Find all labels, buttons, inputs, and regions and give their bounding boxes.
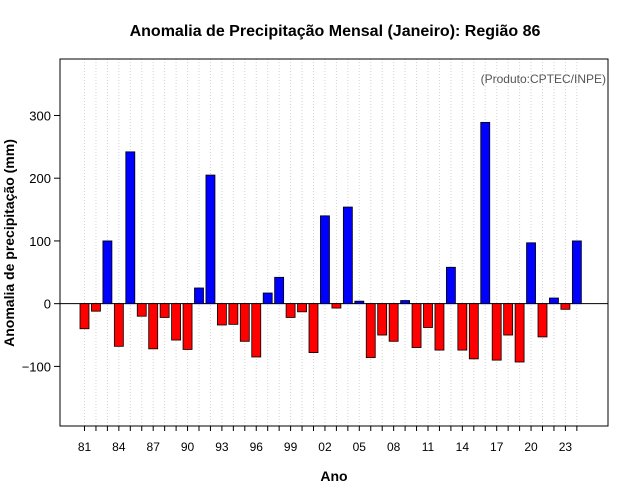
bar-10 [411, 303, 422, 348]
x-tick-label: 84 [112, 440, 126, 454]
bar-12 [434, 303, 445, 351]
y-tick-label: −100 [22, 359, 51, 374]
bar-17 [491, 303, 502, 361]
bar-93 [216, 303, 227, 326]
x-tick-label: 11 [422, 440, 435, 454]
bars [79, 121, 582, 363]
bar-99 [285, 303, 296, 318]
bar-97 [262, 292, 273, 305]
bar-16 [480, 121, 491, 305]
x-tick-label: 20 [524, 440, 538, 454]
bar-00 [297, 303, 307, 313]
x-axis-label: Ano [320, 468, 347, 484]
x-axis: 81 84 87 90 93 96 99 02 05 08 11 14 17 20 23 [78, 426, 578, 454]
bar-88 [159, 303, 170, 318]
x-tick-label: 23 [559, 440, 573, 454]
bar-05 [354, 300, 365, 305]
x-tick-label: 93 [215, 440, 229, 454]
x-tick-label: 96 [250, 440, 264, 454]
y-tick-label: 100 [29, 234, 51, 249]
y-tick-label: 0 [44, 297, 51, 312]
x-tick-label: 87 [147, 440, 161, 454]
bar-23 [560, 303, 571, 310]
bar-96 [251, 303, 262, 358]
bar-87 [148, 303, 159, 350]
bar-22 [549, 297, 559, 305]
bar-20 [526, 242, 536, 305]
bar-98 [274, 276, 285, 305]
bar-14 [457, 303, 468, 351]
y-axis-label: Anomalia de precipitação (mm) [1, 139, 17, 347]
bar-11 [423, 303, 433, 328]
bar-91 [194, 287, 204, 305]
bar-90 [182, 303, 193, 350]
x-tick-label: 99 [284, 440, 298, 454]
x-tick-label: 08 [387, 440, 401, 454]
bar-24 [571, 240, 582, 305]
bar-19 [514, 303, 525, 363]
bar-18 [503, 303, 514, 336]
bar-06 [365, 303, 376, 359]
bar-08 [388, 303, 399, 342]
bar-85 [125, 151, 136, 305]
bar-13 [445, 266, 456, 305]
x-tick-label: 90 [181, 440, 195, 454]
credit-text: (Produto:CPTEC/INPE) [481, 72, 606, 86]
bar-82 [91, 303, 101, 312]
chart-title: Anomalia de Precipitação Mensal (Janeiro… [130, 23, 541, 40]
x-tick-label: 17 [490, 440, 504, 454]
bar-09 [400, 300, 411, 305]
bar-89 [171, 303, 182, 341]
x-tick-label: 81 [78, 440, 92, 454]
y-tick-label: 300 [29, 108, 51, 123]
bar-86 [136, 303, 147, 317]
bar-94 [228, 303, 239, 325]
bar-21 [537, 303, 548, 338]
bar-81 [79, 303, 90, 330]
plot-frame [59, 58, 609, 427]
grid-lines [84, 59, 578, 426]
bar-84 [113, 303, 124, 347]
x-tick-label: 02 [318, 440, 332, 454]
bar-03 [331, 303, 342, 309]
bar-02 [320, 215, 330, 305]
bar-95 [239, 303, 250, 342]
bar-15 [468, 303, 479, 360]
y-tick-label: 200 [29, 171, 51, 186]
bar-92 [205, 174, 216, 305]
bar-07 [377, 303, 388, 336]
x-tick-label: 05 [353, 440, 367, 454]
bar-01 [308, 303, 319, 353]
x-tick-label: 14 [456, 440, 470, 454]
y-axis: −100 0 100 200 300 [22, 108, 60, 374]
bar-83 [102, 240, 113, 305]
bar-04 [342, 206, 353, 305]
